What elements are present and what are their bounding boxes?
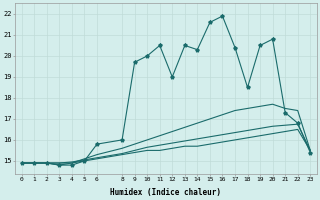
X-axis label: Humidex (Indice chaleur): Humidex (Indice chaleur) [110,188,221,197]
